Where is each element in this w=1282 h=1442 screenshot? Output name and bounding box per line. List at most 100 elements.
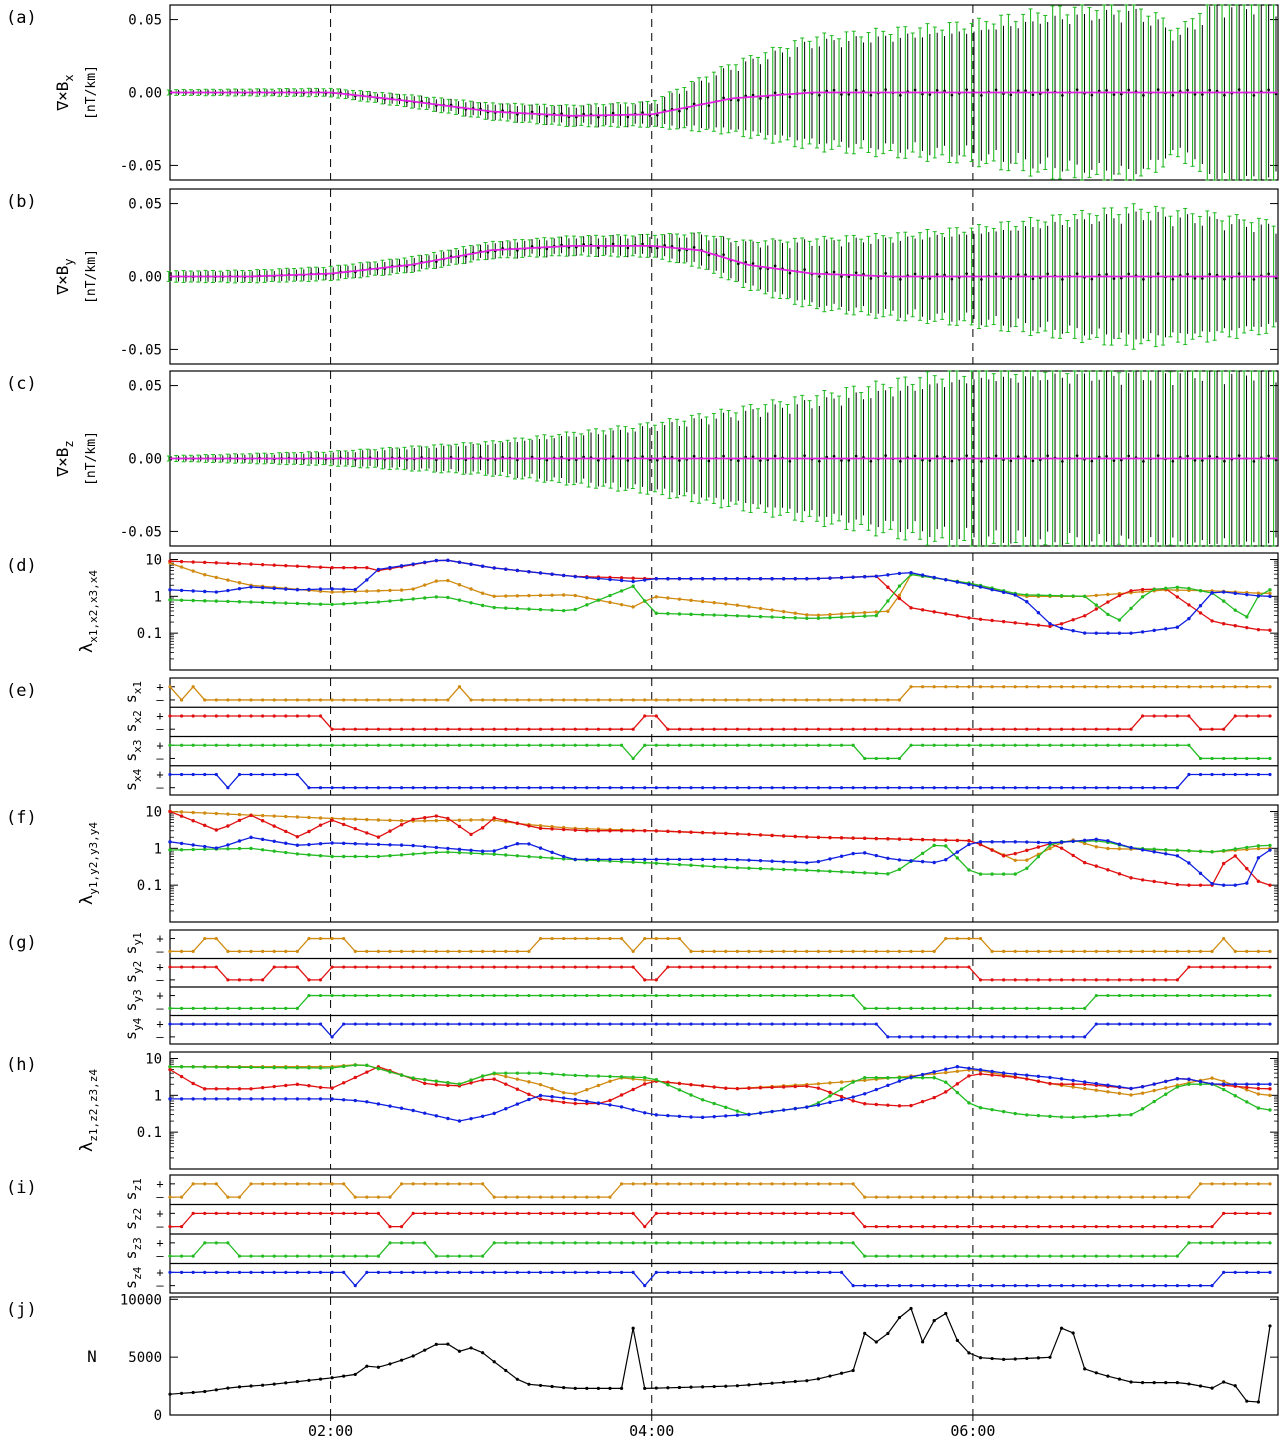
data-point [226, 949, 230, 953]
data-point [770, 965, 774, 969]
data-point [735, 743, 739, 747]
data-point [1222, 1182, 1226, 1186]
data-point [851, 1284, 855, 1288]
data-point [353, 1211, 357, 1215]
data-point [538, 786, 543, 790]
data-point [1001, 1071, 1006, 1075]
data-point [770, 1241, 774, 1245]
data-point [260, 600, 265, 605]
data-point [179, 848, 184, 852]
data-point [307, 853, 311, 857]
data-point [1129, 727, 1133, 731]
data-point [1036, 593, 1041, 597]
data-point [376, 854, 381, 859]
data-point [1187, 603, 1191, 607]
data-point [179, 1022, 184, 1026]
data-point [643, 743, 647, 747]
data-point [897, 1195, 902, 1199]
data-point [365, 589, 369, 593]
panel-frame [169, 552, 1279, 671]
data-point [793, 965, 797, 969]
data-point [203, 772, 207, 777]
data-point [376, 589, 381, 593]
data-point [967, 727, 971, 731]
data-point [1245, 949, 1249, 953]
data-point [1083, 685, 1087, 689]
data-point [1013, 786, 1017, 790]
data-point [643, 1284, 647, 1288]
data-point [1025, 1225, 1029, 1229]
data-point [1106, 868, 1110, 872]
data-point [886, 837, 890, 841]
data-point [446, 816, 450, 821]
data-point [585, 829, 589, 833]
data-point [677, 1211, 682, 1215]
data-point [376, 1211, 381, 1215]
data-point [978, 1035, 983, 1039]
data-point [492, 1360, 496, 1364]
data-point [1256, 856, 1261, 860]
data-point [191, 1270, 195, 1274]
data-point [1048, 841, 1052, 845]
data-point [1175, 993, 1179, 998]
data-point [411, 1354, 415, 1358]
data-point [678, 459, 681, 462]
data-point [944, 1195, 948, 1199]
data-point [423, 1077, 427, 1082]
data-point [434, 993, 438, 998]
data-point [573, 1270, 577, 1274]
data-point [318, 714, 323, 718]
data-point [965, 454, 968, 457]
sign-series-label: sx1 [122, 681, 144, 703]
data-point [295, 1097, 300, 1101]
data-point [203, 847, 207, 851]
data-point [839, 1097, 844, 1102]
data-point [226, 786, 230, 790]
data-point [793, 611, 797, 615]
data-point [307, 842, 311, 847]
data-point [619, 727, 624, 731]
data-point [492, 949, 496, 953]
data-point [654, 595, 659, 599]
data-point [978, 1284, 983, 1288]
data-point [816, 1103, 821, 1107]
data-point [307, 564, 311, 569]
data-point [1071, 1284, 1075, 1288]
data-point [851, 1182, 855, 1186]
data-point [1036, 786, 1040, 790]
data-point [1071, 685, 1075, 689]
data-point [492, 816, 496, 820]
data-point [863, 1092, 867, 1096]
data-point [342, 993, 346, 998]
data-point [874, 965, 878, 969]
data-point [261, 772, 265, 777]
data-point [1233, 1211, 1237, 1215]
data-point [886, 756, 890, 761]
data-point [909, 949, 913, 953]
data-point [1152, 1284, 1156, 1288]
data-point [527, 1270, 531, 1274]
data-point [573, 1092, 577, 1096]
data-point [781, 867, 786, 872]
data-point [585, 1270, 589, 1274]
data-point [446, 595, 450, 600]
data-point [203, 965, 207, 969]
data-point [1117, 1254, 1122, 1258]
data-point [214, 936, 218, 941]
sign-series-line [170, 1212, 1270, 1228]
data-point [932, 1254, 936, 1258]
data-point [1129, 1086, 1133, 1091]
data-point [1268, 1082, 1272, 1086]
data-point [818, 459, 821, 463]
data-point [816, 616, 821, 620]
data-point [1152, 786, 1156, 790]
data-point [469, 832, 473, 837]
data-point [538, 1097, 543, 1101]
data-point [921, 965, 925, 969]
sign-series-line [170, 773, 1270, 789]
data-point [712, 1384, 716, 1389]
data-point [932, 1225, 936, 1229]
data-point [608, 829, 612, 833]
data-point [805, 993, 809, 998]
data-point [886, 1195, 890, 1199]
